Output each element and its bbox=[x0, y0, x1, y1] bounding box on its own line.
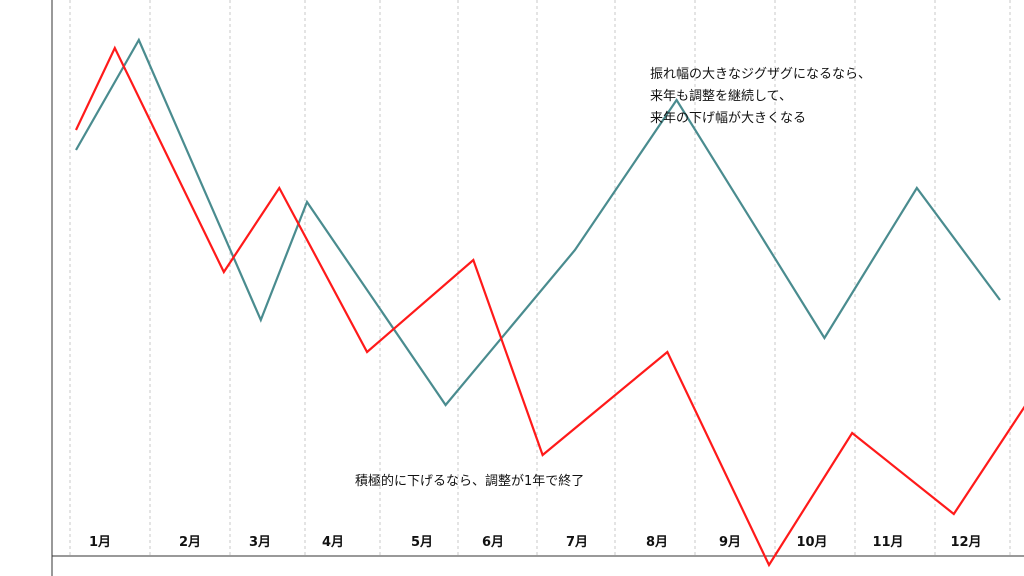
month-label-6: 6月 bbox=[482, 535, 504, 550]
month-label-1: 1月 bbox=[89, 535, 111, 550]
annotation-3: 来年の下げ幅が大きくなる bbox=[650, 111, 806, 126]
month-label-3: 3月 bbox=[249, 535, 271, 550]
month-label-12: 12月 bbox=[950, 535, 981, 550]
annotations: 振れ幅の大きなジグザグになるなら、来年も調整を継続して、来年の下げ幅が大きくなる… bbox=[355, 67, 871, 489]
month-label-4: 4月 bbox=[322, 535, 344, 550]
month-label-2: 2月 bbox=[179, 535, 201, 550]
month-label-8: 8月 bbox=[646, 535, 668, 550]
month-label-7: 7月 bbox=[566, 535, 588, 550]
series-line-1 bbox=[75, 37, 1001, 407]
grid-layer bbox=[69, 0, 1011, 556]
series-line-2 bbox=[75, 45, 1024, 568]
month-label-10: 10月 bbox=[796, 535, 827, 550]
annotation-4: 積極的に下げるなら、調整が1年で終了 bbox=[355, 473, 584, 489]
month-label-5: 5月 bbox=[411, 535, 433, 550]
month-labels: 1月 2月 3月 4月 5月 6月 7月 8月 9月 10月 11月 12月 bbox=[89, 535, 982, 550]
series-layer bbox=[75, 37, 1024, 568]
month-label-11: 11月 bbox=[872, 535, 903, 550]
annotation-1: 振れ幅の大きなジグザグになるなら、 bbox=[650, 67, 871, 82]
annotation-2: 来年も調整を継続して、 bbox=[650, 89, 792, 104]
month-label-9: 9月 bbox=[719, 535, 741, 550]
